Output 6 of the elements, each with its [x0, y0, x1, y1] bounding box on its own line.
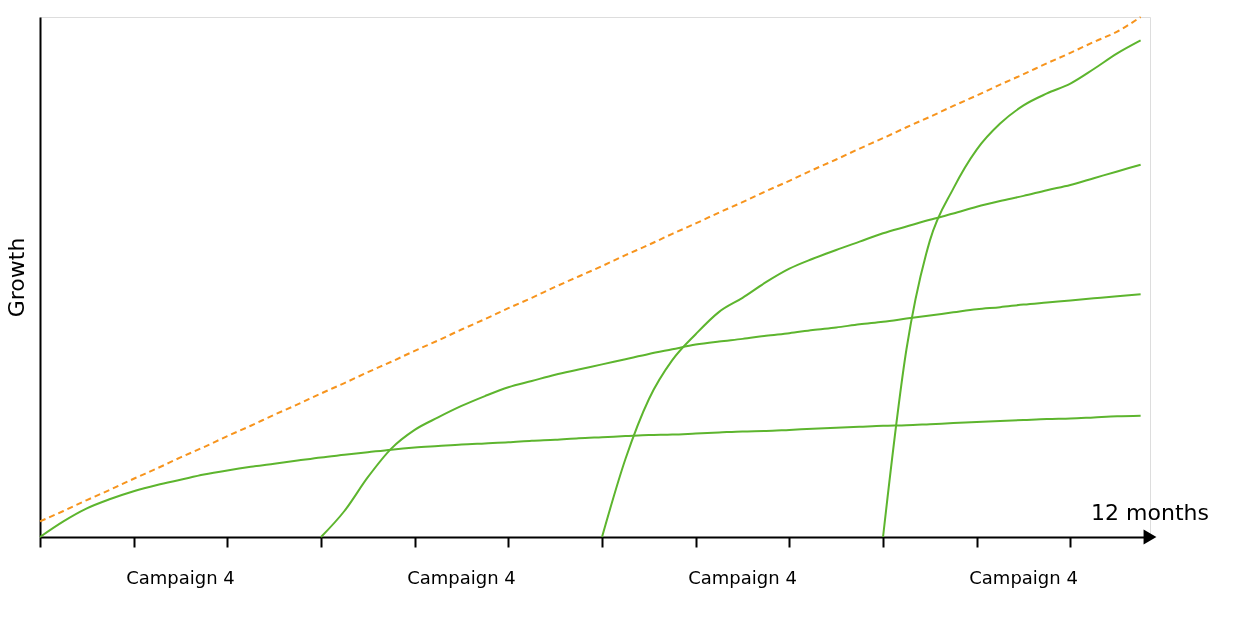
y-axis-title: Growth [3, 237, 29, 318]
x-axis-title: 12 months [1091, 500, 1209, 525]
x-tick-label: Campaign 4 [688, 567, 797, 588]
x-tick-label: Campaign 4 [126, 567, 235, 588]
x-tick-label: Campaign 4 [969, 567, 1078, 588]
x-tick-label: Campaign 4 [407, 567, 516, 588]
